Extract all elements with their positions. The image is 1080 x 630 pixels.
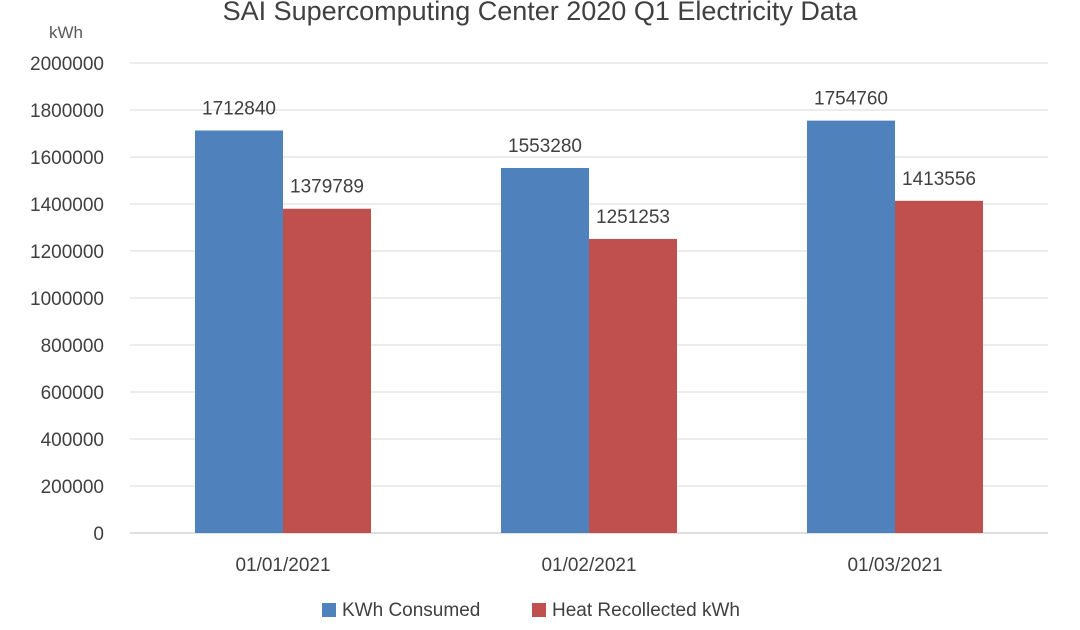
x-axis-categories: 01/01/2021 01/02/2021 01/03/2021 [235,555,942,576]
y-tick-label: 400000 [41,430,104,451]
y-axis-ticks: 0 200000 400000 600000 800000 1000000 1200000 1… [30,54,104,545]
data-label: 1712840 [202,98,276,119]
bar-heat-recollected [589,238,677,533]
data-label: 1754760 [814,89,888,110]
bar-kwh-consumed [501,167,589,534]
bar-kwh-consumed [807,120,895,533]
data-label: 1251253 [596,207,670,228]
y-tick-label: 1000000 [30,289,104,310]
data-label: 1553280 [508,136,582,157]
legend-swatch [322,603,336,617]
x-category-label: 01/02/2021 [541,555,636,576]
y-tick-label: 600000 [41,383,104,404]
data-label: 1379789 [290,177,364,198]
bars [195,120,983,534]
legend: KWh Consumed Heat Recollected kWh [322,600,740,621]
y-tick-label: 1200000 [30,242,104,263]
y-tick-label: 1800000 [30,101,104,122]
y-tick-label: 0 [93,524,104,545]
bar-kwh-consumed [195,130,283,533]
chart-title: SAI Supercomputing Center 2020 Q1 Electr… [223,0,859,26]
data-labels: 1712840 1379789 1553280 1251253 1754760 14135… [202,89,976,228]
y-tick-label: 800000 [41,336,104,357]
bar-heat-recollected [895,200,983,534]
y-axis-unit-label: kWh [49,23,83,42]
legend-label: KWh Consumed [342,600,480,621]
y-tick-label: 1400000 [30,195,104,216]
legend-swatch [532,603,546,617]
y-tick-label: 2000000 [30,54,104,75]
x-category-label: 01/01/2021 [235,555,330,576]
bar-heat-recollected [283,208,371,534]
legend-label: Heat Recollected kWh [552,600,740,621]
y-tick-label: 200000 [41,477,104,498]
x-category-label: 01/03/2021 [847,555,942,576]
y-tick-label: 1600000 [30,148,104,169]
data-label: 1413556 [902,169,976,190]
